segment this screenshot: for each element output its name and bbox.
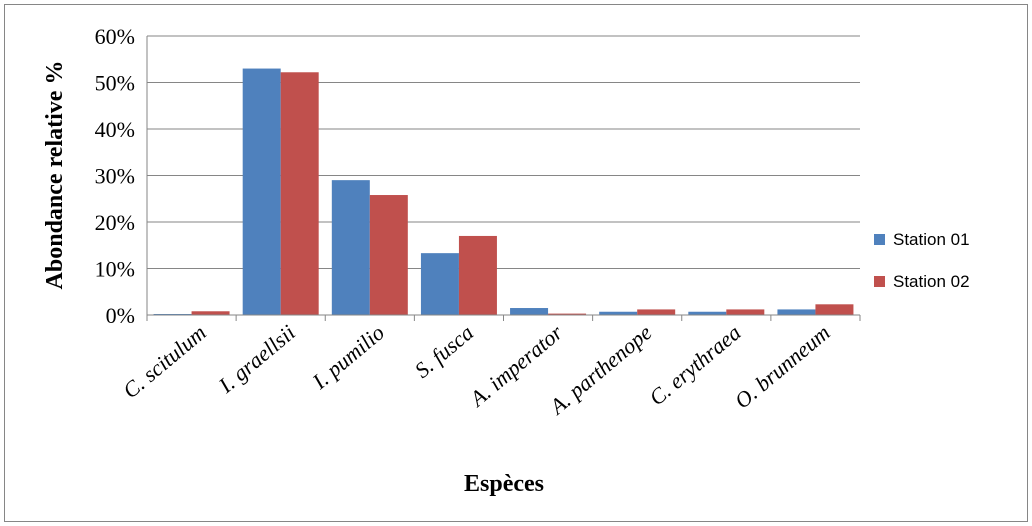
legend: Station 01 Station 02 (874, 230, 970, 291)
bars (153, 68, 854, 316)
y-tick-label: 40% (95, 117, 135, 142)
x-tick-labels: C. scitulum I. graellsii I. pumilio S. fusc… (118, 319, 835, 420)
x-tick-label: S. fusca (410, 320, 479, 383)
y-tick-label: 30% (95, 164, 135, 189)
bar-station-01 (420, 253, 459, 315)
bar-station-01 (777, 309, 816, 315)
y-axis-title: Abondance relative % (42, 61, 68, 290)
bar-station-02 (637, 309, 676, 315)
legend-swatch (874, 276, 885, 287)
y-tick-labels: 0% 10% 20% 30% 40% 50% 60% (95, 24, 135, 328)
bar-station-02 (458, 235, 497, 315)
bar-station-01 (599, 311, 638, 315)
axes (146, 36, 861, 321)
x-tick-label: I. pumilio (307, 320, 389, 395)
y-tick-label: 0% (106, 303, 135, 328)
legend-swatch (874, 234, 885, 245)
bar-station-01 (242, 68, 281, 315)
chart-frame (4, 4, 1028, 522)
x-tick-label: C. scitulum (118, 320, 211, 404)
y-tick-label: 20% (95, 210, 135, 235)
bar-station-01 (510, 308, 549, 315)
bar-station-02 (369, 195, 408, 315)
bar-station-02 (548, 313, 587, 315)
bar-station-02 (280, 72, 319, 316)
bar-station-01 (688, 311, 727, 315)
x-axis-title: Espèces (464, 471, 544, 497)
legend-label: Station 02 (893, 272, 970, 291)
y-tick-label: 50% (95, 71, 135, 96)
y-tick-label: 10% (95, 257, 135, 282)
x-tick-label: C. erythraea (644, 320, 745, 411)
x-tick-label: O. brunneum (730, 320, 835, 414)
bar-station-02 (815, 304, 854, 315)
legend-label: Station 01 (893, 230, 970, 249)
bar-station-02 (191, 311, 230, 315)
bar-station-01 (331, 180, 370, 315)
x-tick-label: I. graellsii (213, 320, 300, 399)
bar-station-02 (726, 309, 765, 315)
y-tick-label: 60% (95, 24, 135, 49)
